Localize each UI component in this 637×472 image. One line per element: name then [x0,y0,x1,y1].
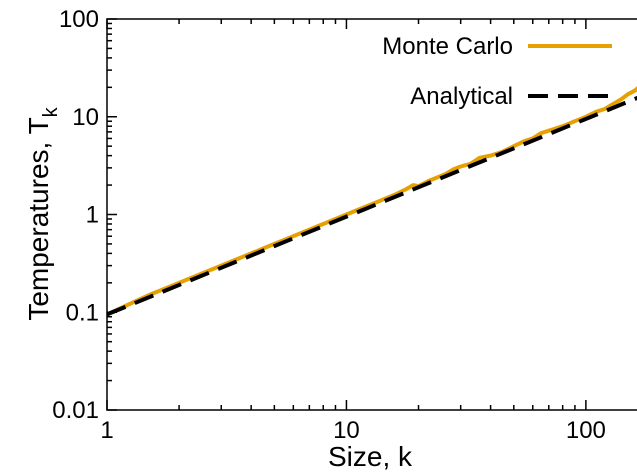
legend: Monte Carlo Analytical [382,33,612,110]
y-tick-label: 10 [72,104,99,131]
y-axis-label-subscript: k [40,106,62,117]
series-line-monte-carlo [106,86,637,317]
y-axis-label: Temperatures, Tk [23,106,62,320]
y-tick-label: 0.1 [66,299,99,326]
legend-label-monte-carlo: Monte Carlo [382,33,513,60]
y-axis-label-main: Temperatures, T [23,117,54,320]
x-tick-label: 1 [100,417,113,444]
series-line-analytical [106,95,637,317]
plot-area: 1 10 100 0.01 0.1 1 10 100 [52,6,637,444]
x-tick-label: 10 [333,417,360,444]
plot-frame [106,18,637,411]
series-layer [106,86,637,317]
y-tick-label: 1 [86,202,99,229]
y-tick-label: 100 [59,6,99,33]
x-axis-label: Size, k [328,441,413,472]
legend-label-analytical: Analytical [410,83,513,110]
y-axis-title: Temperatures, Tk [23,106,62,320]
y-tick-label: 0.01 [52,397,99,424]
ticks-layer: 1 10 100 0.01 0.1 1 10 100 [52,6,606,444]
x-tick-label: 100 [566,417,606,444]
